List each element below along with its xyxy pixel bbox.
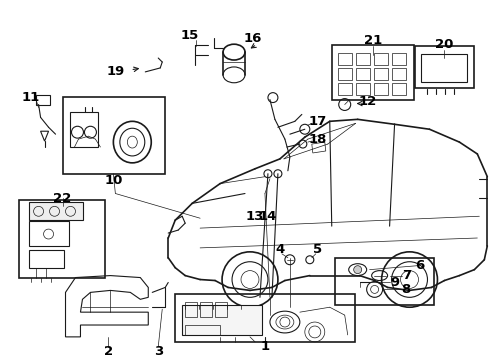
Bar <box>392 68 406 80</box>
Bar <box>36 95 49 104</box>
Bar <box>421 54 467 82</box>
Bar <box>200 302 212 317</box>
Text: 17: 17 <box>309 115 327 128</box>
Bar <box>19 201 105 278</box>
Text: 15: 15 <box>181 29 199 42</box>
Bar <box>175 294 355 342</box>
Text: 16: 16 <box>244 32 262 45</box>
Text: 6: 6 <box>415 259 424 272</box>
Bar <box>332 45 414 100</box>
Text: 22: 22 <box>53 192 72 205</box>
Bar <box>182 305 262 335</box>
Bar <box>356 53 369 65</box>
Bar <box>338 83 352 95</box>
Text: 3: 3 <box>154 345 163 358</box>
Text: 1: 1 <box>260 340 270 353</box>
Text: 7: 7 <box>402 269 411 282</box>
Bar <box>185 302 197 317</box>
Text: 19: 19 <box>106 66 124 78</box>
Bar <box>338 68 352 80</box>
Bar <box>71 112 98 147</box>
Bar <box>374 83 388 95</box>
Text: 20: 20 <box>435 38 454 51</box>
Text: 4: 4 <box>275 243 285 256</box>
Bar <box>185 325 220 335</box>
Bar <box>374 53 388 65</box>
Text: 10: 10 <box>104 174 122 187</box>
Text: 8: 8 <box>401 283 410 296</box>
Text: 12: 12 <box>359 95 377 108</box>
Bar <box>356 68 369 80</box>
Bar <box>335 258 435 305</box>
Text: 9: 9 <box>390 276 399 289</box>
Circle shape <box>354 266 362 274</box>
Text: 13: 13 <box>246 210 264 223</box>
Bar <box>63 96 165 174</box>
Text: 11: 11 <box>22 91 40 104</box>
Bar <box>338 53 352 65</box>
Bar <box>28 221 69 246</box>
Bar <box>215 302 227 317</box>
Text: 21: 21 <box>364 34 382 47</box>
Text: 5: 5 <box>313 243 322 256</box>
Bar <box>374 68 388 80</box>
Bar <box>28 250 64 268</box>
Text: 18: 18 <box>309 132 327 146</box>
Bar <box>392 83 406 95</box>
Bar <box>28 202 83 220</box>
Bar <box>392 53 406 65</box>
Text: 14: 14 <box>259 210 277 223</box>
Bar <box>415 46 474 88</box>
Text: 2: 2 <box>104 345 113 358</box>
Bar <box>356 83 369 95</box>
